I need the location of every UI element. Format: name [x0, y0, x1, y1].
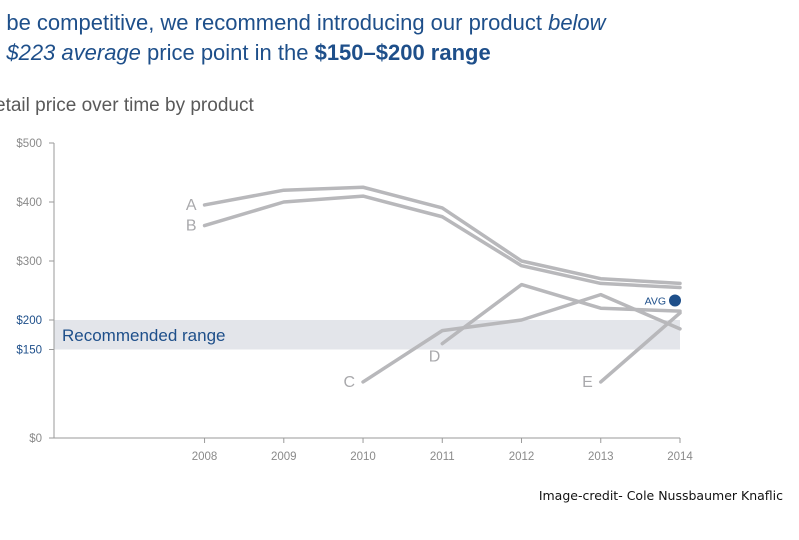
- x-tick-label: 2009: [271, 451, 297, 463]
- y-tick-label: $500: [16, 138, 42, 150]
- series-line-d: [440, 282, 682, 346]
- image-credit: Image-credit- Cole Nussbaumer Knaflic: [538, 488, 783, 503]
- y-tick-label: $200: [16, 315, 42, 327]
- average-label: AVG: [645, 296, 666, 308]
- headline-range: $150–$200 range: [314, 40, 491, 65]
- series-label-a: A: [186, 197, 197, 214]
- series-label-d: D: [429, 349, 441, 366]
- series-line-a: [202, 185, 682, 286]
- recommended-range-band: [54, 320, 680, 350]
- headline-text: o be competitive, we recommend introduci…: [0, 10, 549, 35]
- series-line-c: [361, 292, 682, 384]
- series-line-b: [202, 194, 682, 290]
- headline-emphasis: below: [548, 10, 606, 35]
- series-label-b: B: [186, 218, 197, 235]
- x-tick-label: 2014: [667, 451, 693, 463]
- series-label-c: C: [343, 374, 355, 391]
- y-tick-label: $400: [16, 197, 42, 209]
- y-tick-label: $150: [16, 345, 42, 357]
- y-tick-label: $0: [29, 433, 42, 445]
- series-label-e: E: [582, 374, 593, 391]
- y-tick-label: $300: [16, 256, 42, 268]
- x-tick-label: 2013: [588, 451, 614, 463]
- x-tick-label: 2011: [430, 451, 455, 463]
- series-line-e: [599, 311, 682, 384]
- headline-emphasis-average: e $223 average: [0, 40, 141, 65]
- headline-line-2: e $223 average price point in the $150–$…: [0, 38, 799, 68]
- headline-text: price point in the: [140, 40, 315, 65]
- x-tick-label: 2008: [192, 451, 218, 463]
- recommended-range-label: Recommended range: [62, 326, 225, 345]
- chart-subtitle: etail price over time by product: [0, 95, 254, 116]
- x-tick-label: 2012: [509, 451, 535, 463]
- x-tick-label: 2010: [350, 451, 376, 463]
- headline-line-1: o be competitive, we recommend introduci…: [0, 8, 799, 38]
- average-marker: [669, 294, 681, 307]
- chart-headline: o be competitive, we recommend introduci…: [0, 8, 799, 68]
